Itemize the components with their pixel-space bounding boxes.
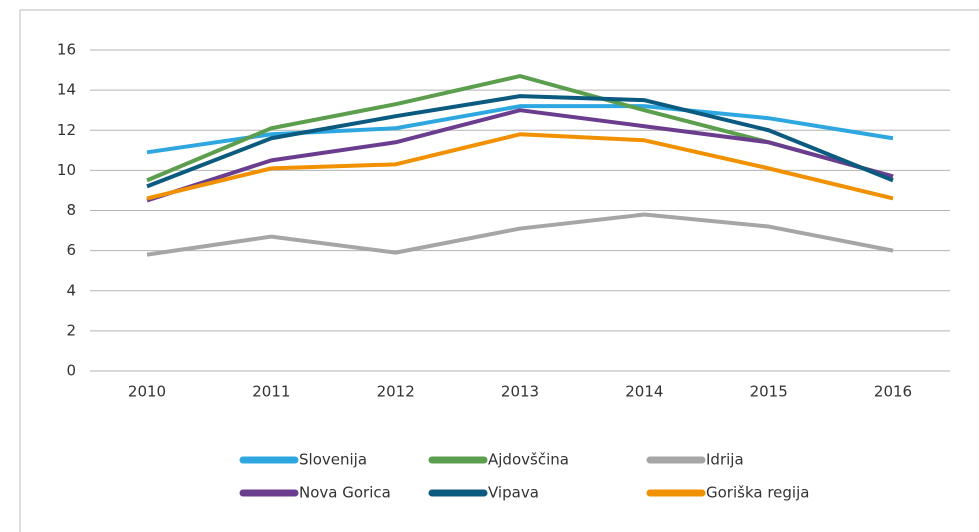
- series-line: [146, 104, 894, 155]
- series-line: [146, 132, 894, 201]
- legend-label: Idrija: [706, 451, 744, 469]
- series-line: [146, 108, 894, 203]
- y-tick-label: 4: [66, 281, 76, 299]
- y-tick-label: 14: [57, 81, 76, 99]
- y-tick-label: 16: [57, 41, 76, 59]
- x-tick-label: 2010: [128, 383, 166, 401]
- y-tick-label: 12: [57, 121, 76, 139]
- legend-label: Vipava: [488, 484, 539, 502]
- y-tick-label: 8: [66, 201, 76, 219]
- x-tick-label: 2014: [625, 383, 663, 401]
- series-line: [146, 212, 894, 257]
- legend-label: Slovenija: [299, 451, 367, 469]
- y-tick-label: 6: [66, 241, 76, 259]
- x-tick-label: 2016: [874, 383, 912, 401]
- legend-label: Goriška regija: [706, 484, 809, 502]
- y-tick-label: 10: [57, 161, 76, 179]
- legend-label: Nova Gorica: [299, 484, 391, 502]
- x-tick-label: 2012: [377, 383, 415, 401]
- x-tick-label: 2011: [252, 383, 290, 401]
- y-tick-label: 2: [66, 321, 76, 339]
- series-line: [146, 94, 894, 189]
- legend-label: Ajdovščina: [488, 451, 569, 469]
- y-tick-label: 0: [66, 362, 76, 380]
- x-tick-label: 2013: [501, 383, 539, 401]
- x-tick-label: 2015: [750, 383, 788, 401]
